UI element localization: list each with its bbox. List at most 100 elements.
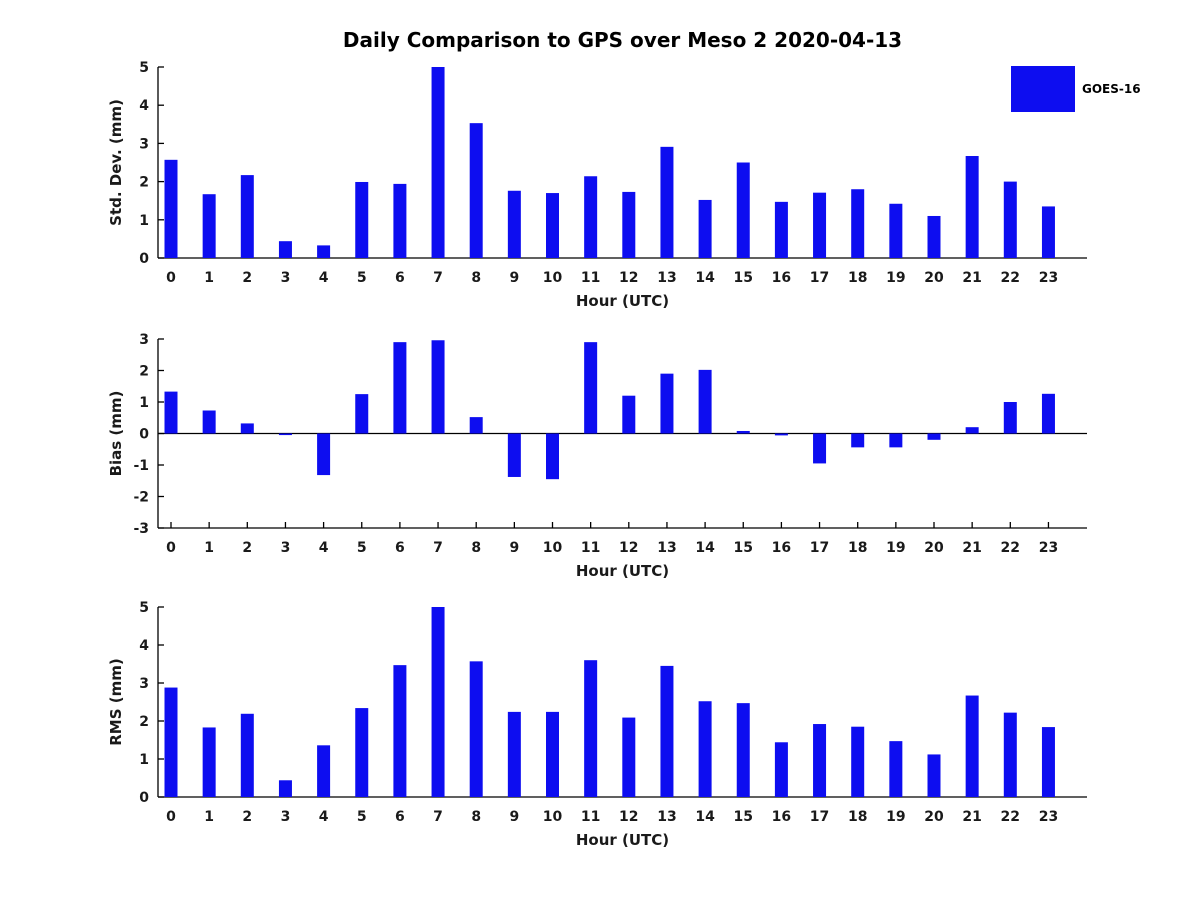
stddev-x-tick-label: 12: [619, 270, 638, 286]
stddev-bar-hour-9: [507, 190, 521, 258]
rms-x-tick-label: 20: [924, 809, 944, 825]
bias-x-tick-label: 15: [734, 540, 753, 556]
rms-bar-hour-6: [393, 665, 407, 797]
stddev-bar-hour-17: [813, 192, 827, 258]
rms-x-tick-label: 7: [433, 809, 443, 825]
bias-bar-hour-12: [622, 395, 636, 434]
bias-y-tick-label: 3: [139, 332, 149, 348]
stddev-y-tick-label: 2: [139, 175, 149, 191]
rms-y-tick-label: 5: [139, 600, 149, 616]
stddev-x-tick-label: 20: [924, 270, 944, 286]
rms-x-tick-label: 0: [166, 809, 176, 825]
bias-x-tick-label: 23: [1039, 540, 1058, 556]
bias-bar-hour-19: [889, 433, 903, 448]
stddev-bar-hour-11: [584, 176, 598, 258]
bias-x-tick-label: 18: [848, 540, 867, 556]
bias-x-tick-label: 13: [657, 540, 676, 556]
rms-bar-hour-16: [774, 742, 788, 797]
rms-x-tick-label: 11: [581, 809, 600, 825]
stddev-bar-hour-0: [164, 159, 178, 258]
bias-bar-hour-14: [698, 369, 712, 434]
stddev-x-tick-label: 22: [1001, 270, 1020, 286]
legend-swatch-goes16: [1011, 66, 1075, 112]
rms-bar-hour-8: [469, 661, 483, 797]
stddev-bar-hour-12: [622, 191, 636, 258]
stddev-bar-hour-6: [393, 183, 407, 258]
stddev-x-tick-label: 1: [204, 270, 214, 286]
stddev-x-tick-label: 21: [962, 270, 981, 286]
rms-bar-hour-15: [736, 703, 750, 797]
stddev-x-tick-label: 4: [319, 270, 329, 286]
stddev-x-tick-label: 13: [657, 270, 676, 286]
rms-y-tick-label: 1: [139, 752, 149, 768]
rms-bar-hour-10: [546, 711, 559, 797]
stddev-bar-hour-15: [736, 162, 750, 258]
rms-x-tick-label: 3: [281, 809, 291, 825]
bias-y-tick-label: 1: [139, 395, 149, 411]
stddev-x-tick-label: 3: [281, 270, 291, 286]
bias-bar-hour-18: [851, 433, 865, 448]
rms-x-tick-label: 22: [1001, 809, 1020, 825]
rms-x-tick-label: 19: [886, 809, 905, 825]
bias-x-tick-label: 4: [319, 540, 329, 556]
stddev-x-tick-label: 23: [1039, 270, 1058, 286]
stddev-x-tick-label: 9: [509, 270, 519, 286]
rms-x-tick-label: 14: [695, 809, 715, 825]
stddev-x-tick-label: 6: [395, 270, 405, 286]
stddev-bar-hour-23: [1041, 206, 1055, 258]
stddev-x-tick-label: 16: [772, 270, 791, 286]
stddev-bar-hour-8: [469, 123, 483, 259]
bias-bar-hour-21: [965, 427, 979, 434]
bias-xlabel: Hour (UTC): [576, 562, 669, 580]
stddev-bar-hour-5: [355, 181, 369, 258]
rms-y-tick-label: 2: [139, 714, 149, 730]
bias-x-tick-label: 14: [695, 540, 715, 556]
bias-x-tick-label: 6: [395, 540, 405, 556]
bias-x-tick-label: 21: [962, 540, 981, 556]
stddev-x-tick-label: 15: [734, 270, 753, 286]
bias-x-tick-label: 0: [166, 540, 176, 556]
rms-bar-hour-11: [584, 660, 598, 797]
stddev-x-tick-label: 10: [543, 270, 563, 286]
bias-x-tick-label: 2: [242, 540, 252, 556]
stddev-bar-hour-19: [889, 203, 903, 258]
rms-bar-hour-21: [965, 695, 979, 797]
bias-bar-hour-13: [660, 373, 674, 434]
rms-x-tick-label: 1: [204, 809, 214, 825]
rms-x-tick-label: 13: [657, 809, 676, 825]
bias-y-tick-label: 2: [139, 364, 149, 380]
bias-x-tick-label: 5: [357, 540, 367, 556]
stddev-x-tick-label: 11: [581, 270, 600, 286]
rms-x-tick-label: 2: [242, 809, 252, 825]
bias-bar-hour-3: [278, 433, 292, 436]
bias-bar-hour-10: [546, 433, 559, 480]
stddev-y-tick-label: 4: [139, 98, 149, 114]
bias-x-tick-label: 3: [281, 540, 291, 556]
stddev-bar-hour-14: [698, 199, 712, 258]
rms-bar-hour-5: [355, 708, 369, 797]
bias-bar-hour-23: [1041, 393, 1055, 434]
rms-y-tick-label: 4: [139, 638, 149, 654]
stddev-bar-hour-21: [965, 156, 979, 258]
rms-x-tick-label: 4: [319, 809, 329, 825]
bias-x-tick-label: 22: [1001, 540, 1020, 556]
stddev-x-tick-label: 14: [695, 270, 715, 286]
bias-bar-hour-4: [317, 433, 331, 476]
stddev-bar-hour-20: [927, 215, 941, 258]
stddev-y-tick-label: 1: [139, 213, 149, 229]
legend-label-goes16: GOES-16: [1082, 82, 1141, 96]
stddev-xlabel: Hour (UTC): [576, 292, 669, 310]
bias-bar-hour-7: [431, 340, 445, 434]
bias-x-tick-label: 1: [204, 540, 214, 556]
stddev-bar-hour-22: [1003, 181, 1017, 258]
bias-x-tick-label: 8: [471, 540, 481, 556]
rms-x-tick-label: 9: [509, 809, 519, 825]
rms-bar-hour-18: [851, 726, 865, 797]
rms-bar-hour-20: [927, 754, 941, 797]
bias-bar-hour-5: [355, 394, 369, 434]
bias-x-tick-label: 16: [772, 540, 791, 556]
bias-y-tick-label: -3: [133, 521, 149, 537]
stddev-bar-hour-1: [202, 194, 216, 258]
